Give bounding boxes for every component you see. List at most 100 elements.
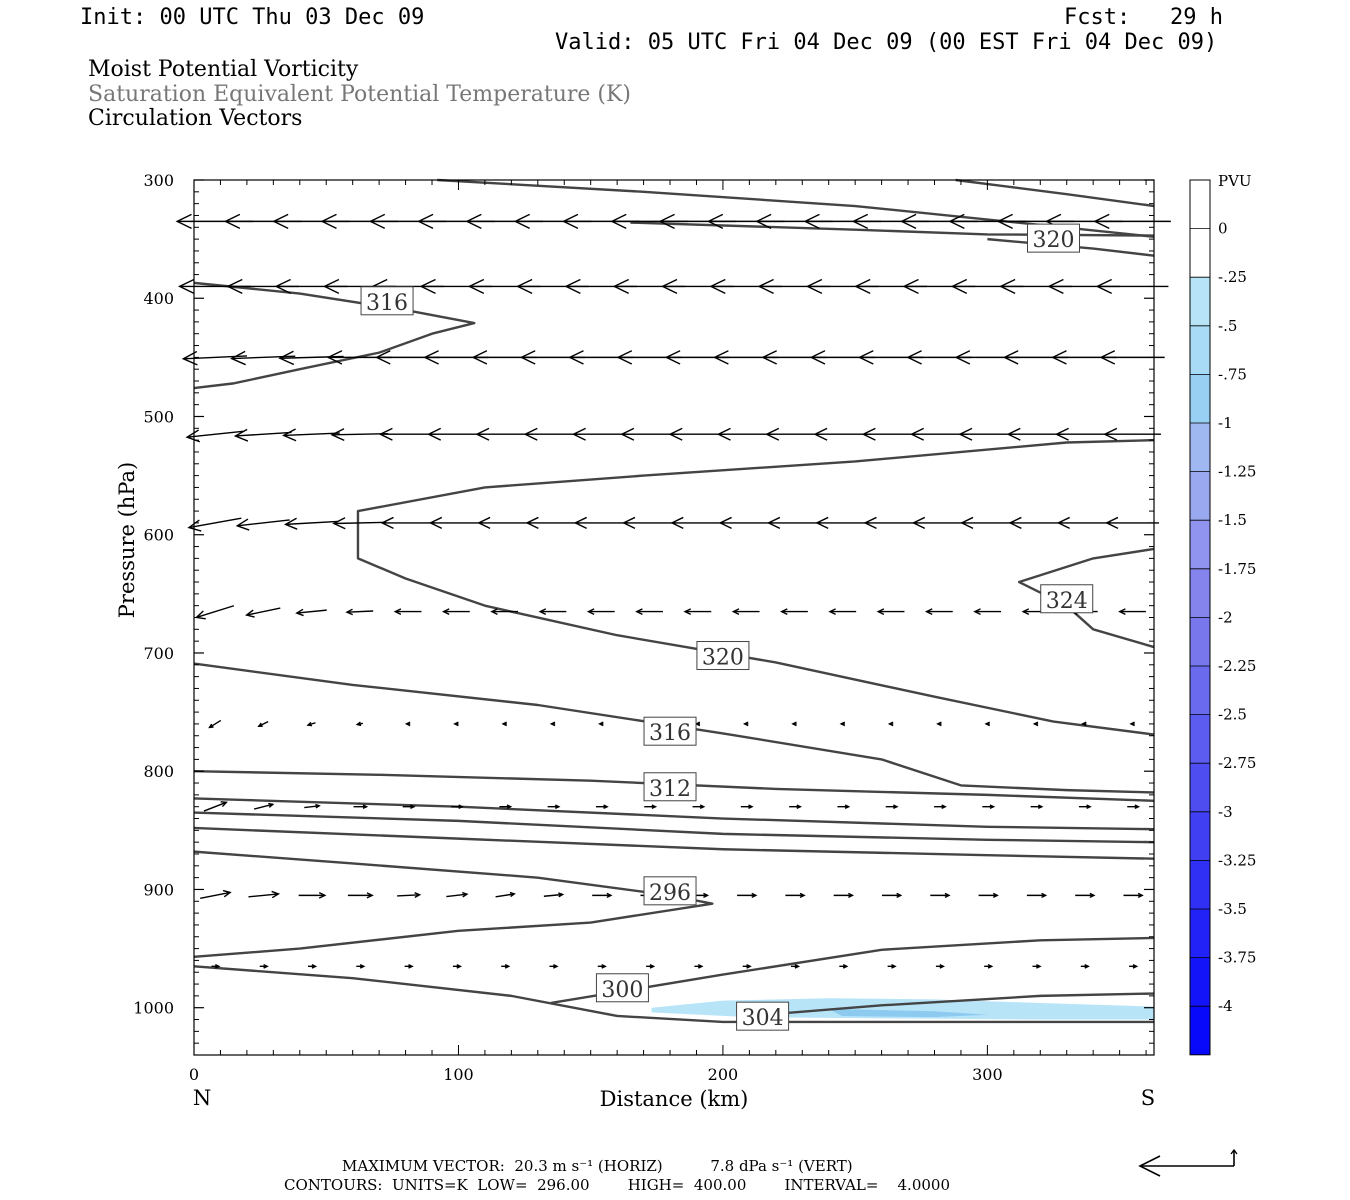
vector-arrow (1075, 892, 1096, 898)
vector-head (1047, 278, 1064, 295)
vector-head (766, 516, 781, 530)
vector-head (598, 721, 604, 727)
vector-head (245, 609, 255, 618)
vector-arrow (282, 428, 340, 442)
colorbar: 0 -.25 -.5 -.75 -1 -1.25 -1.5 -1.75 -2 -2.25 -2.5 -… (1189, 179, 1256, 1056)
vector-arrow (194, 605, 235, 620)
vector-arrow (495, 891, 516, 898)
colorbar-label: -2 (1218, 608, 1233, 626)
vector-head (939, 963, 945, 969)
vector-head (960, 516, 974, 530)
vector-head (177, 278, 195, 295)
vector-head (471, 350, 488, 365)
vector-arrow (876, 608, 905, 615)
vector-head (924, 608, 933, 615)
vector-head (345, 608, 354, 616)
vector-shaft (543, 893, 563, 897)
vector-head (799, 892, 806, 898)
x-tick-label: 100 (443, 1065, 474, 1084)
vector-arrow (200, 889, 232, 899)
vector-shaft (397, 894, 420, 897)
vector-arrow (960, 516, 1015, 530)
vector-arrow (245, 607, 281, 618)
vector-head (906, 350, 922, 365)
vector-head (1051, 350, 1067, 365)
axes: 300 400 500 600 700 800 900 1000 0 100 200 300 (133, 171, 1154, 1084)
vector-head (315, 803, 321, 809)
colorbar-swatch (1190, 277, 1210, 326)
vector-head (306, 721, 313, 727)
vector-arrow (935, 963, 945, 969)
vector-head (896, 892, 903, 898)
vector-shaft (495, 893, 515, 898)
vector-arrow (253, 802, 275, 810)
vector-head (417, 213, 434, 229)
colorbar-swatch (1190, 617, 1210, 666)
colorbar-label: -2.75 (1218, 754, 1256, 772)
vector-shaft (285, 520, 339, 526)
vector-head (1134, 804, 1141, 810)
colorbar-swatch (1190, 909, 1210, 958)
vector-arrow (815, 516, 870, 530)
vector-arrow (731, 608, 760, 615)
vector-head (697, 963, 704, 969)
vector-head (1032, 721, 1039, 727)
vector-head (355, 721, 362, 727)
vector-arrow (598, 721, 604, 727)
x-tick-label: 0 (189, 1065, 199, 1084)
colorbar-swatch (1190, 666, 1210, 715)
vector-arrow (597, 963, 607, 969)
vector-head (268, 802, 275, 808)
vector-arrow (646, 963, 656, 969)
contour-label-text: 304 (742, 1006, 784, 1031)
vector-head (1137, 892, 1144, 898)
vector-arrow (402, 804, 416, 810)
vector-arrow (428, 516, 483, 530)
contour-label-box (595, 973, 649, 1003)
vector-head (996, 213, 1013, 229)
vector-arrow (1127, 804, 1141, 810)
vector-arrow (595, 804, 609, 810)
contour-label-text: 320 (702, 646, 744, 671)
vector-head (755, 213, 772, 229)
vector-arrow (742, 721, 749, 727)
vector-shaft (188, 517, 242, 529)
vector-head (263, 963, 269, 969)
footer-max-vector: MAXIMUM VECTOR: 20.3 m s⁻¹ (HORIZ) 7.8 d… (342, 1157, 853, 1175)
vector-arrow (304, 803, 321, 809)
contour-label-box (1027, 223, 1081, 253)
vector-head (911, 516, 926, 530)
vector-head (456, 963, 463, 969)
vector-head (603, 804, 609, 810)
vector-arrow (451, 804, 464, 810)
vector-head (181, 350, 198, 366)
colorbar-swatch (1190, 1006, 1210, 1055)
vector-arrow (1129, 963, 1139, 969)
x-tick-label: 300 (972, 1065, 1003, 1084)
title-line-1: Moist Potential Vorticity (88, 57, 359, 82)
vector-arrow (233, 428, 292, 442)
vector-head (220, 801, 228, 808)
y-tick-label: 400 (143, 289, 174, 308)
vector-head (462, 891, 469, 898)
vector-head (568, 350, 584, 365)
vector-arrow (1030, 804, 1044, 810)
contour-label-box (643, 772, 697, 802)
vector-arrow (718, 516, 773, 530)
vector-head (222, 889, 232, 898)
vector-arrow (355, 721, 364, 727)
vector-shaft (187, 430, 244, 438)
y-tick-label: 1000 (133, 999, 174, 1018)
vector-shaft (203, 801, 227, 812)
vector-head (257, 722, 263, 727)
contour-label-312: 312 (643, 772, 697, 802)
vector-arrow (446, 891, 469, 898)
vector-head (538, 608, 547, 615)
colorbar-label: -.5 (1218, 317, 1237, 335)
vector-head (857, 350, 874, 365)
vector-head (713, 350, 729, 365)
vector-arrow (235, 518, 290, 531)
vector-arrow (501, 963, 511, 969)
vector-arrow (248, 890, 281, 899)
vector-arrow (353, 804, 369, 810)
